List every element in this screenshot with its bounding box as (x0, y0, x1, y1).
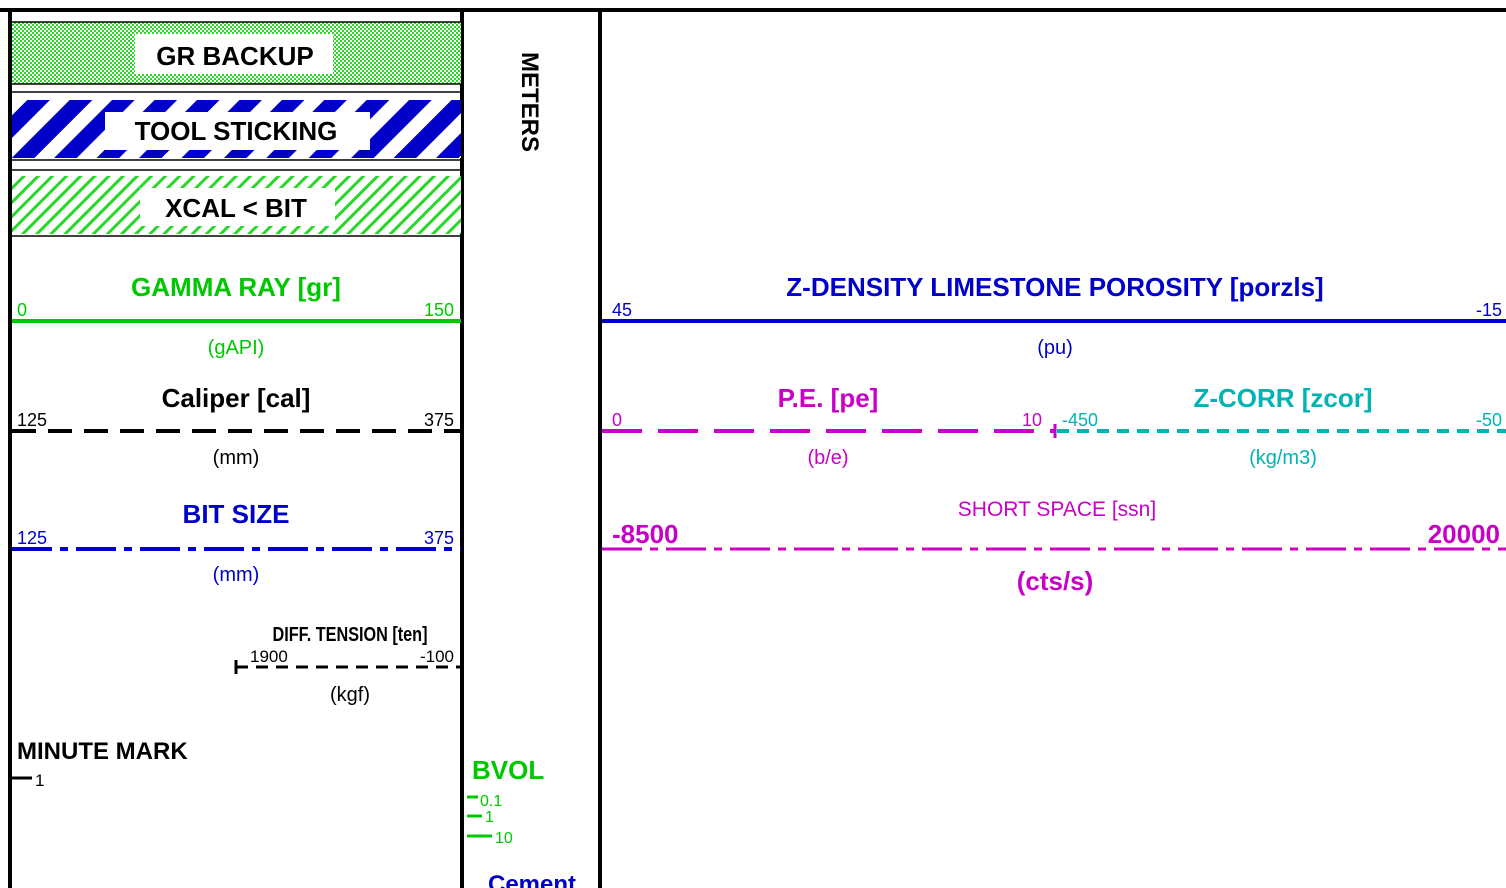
curve-porosity: Z-DENSITY LIMESTONE POROSITY [porzls] 45… (602, 272, 1506, 359)
curve-caliper: Caliper [cal] 125 375 (mm) (12, 383, 461, 469)
porosity-unit: (pu) (1037, 337, 1073, 359)
bit-size-unit: (mm) (213, 564, 260, 586)
pe-right-scale: 10 (1022, 410, 1042, 430)
caliper-right-scale: 375 (424, 410, 454, 430)
flag-gr-backup: GR BACKUP (12, 21, 461, 85)
short-space-title: SHORT SPACE [ssn] (958, 498, 1156, 521)
flag-gr-backup-label: GR BACKUP (156, 41, 313, 71)
short-space-left-scale: -8500 (612, 519, 679, 549)
curve-zcorr: Z-CORR [zcor] -450 -50 (kg/m3) (1057, 383, 1506, 469)
caliper-left-scale: 125 (17, 410, 47, 430)
caliper-unit: (mm) (213, 447, 260, 469)
gamma-ray-left-scale: 0 (17, 300, 27, 320)
bit-size-left-scale: 125 (17, 528, 47, 548)
curve-minute-mark: MINUTE MARK 1 (12, 738, 188, 790)
bvol-scale-b: 1 (485, 809, 494, 826)
caliper-title: Caliper [cal] (162, 383, 311, 413)
cement-label: Cement (488, 871, 576, 888)
zcorr-left-scale: -450 (1062, 410, 1098, 430)
pe-title: P.E. [pe] (778, 383, 879, 413)
bvol-scale-c: 10 (495, 830, 513, 847)
zcorr-right-scale: -50 (1476, 410, 1502, 430)
diff-tension-left-scale: 1900 (250, 647, 288, 666)
bvol-title: BVOL (472, 755, 544, 785)
gamma-ray-title: GAMMA RAY [gr] (131, 272, 341, 302)
flag-tool-sticking: TOOL STICKING (12, 91, 461, 161)
short-space-right-scale: 20000 (1428, 519, 1500, 549)
flag-xcal-bit-label: XCAL < BIT (165, 193, 307, 223)
flag-xcal-bit: XCAL < BIT (12, 169, 461, 237)
curve-diff-tension: DIFF. TENSION [ten] 1900 -100 (kgf) (234, 624, 461, 706)
gamma-ray-right-scale: 150 (424, 300, 454, 320)
short-space-unit: (cts/s) (1017, 566, 1094, 596)
curve-short-space: SHORT SPACE [ssn] -8500 20000 (cts/s) (602, 498, 1506, 596)
bit-size-right-scale: 375 (424, 528, 454, 548)
depth-track: METERS BVOL 0.1 1 10 Cement (467, 52, 576, 888)
zcorr-title: Z-CORR [zcor] (1193, 383, 1372, 413)
pe-unit: (b/e) (807, 447, 848, 469)
minute-mark-title: MINUTE MARK (17, 738, 188, 765)
depth-unit-label: METERS (516, 52, 543, 152)
flag-tool-sticking-label: TOOL STICKING (135, 116, 338, 146)
curve-pe: P.E. [pe] 0 10 (b/e) (602, 383, 1057, 469)
minute-mark-scale: 1 (35, 771, 44, 790)
bit-size-title: BIT SIZE (183, 499, 290, 529)
bvol-scale-a: 0.1 (480, 793, 502, 810)
diff-tension-title: DIFF. TENSION [ten] (273, 624, 428, 646)
gamma-ray-unit: (gAPI) (208, 337, 265, 359)
porosity-left-scale: 45 (612, 300, 632, 320)
diff-tension-right-scale: -100 (420, 647, 454, 666)
porosity-right-scale: -15 (1476, 300, 1502, 320)
curve-gamma-ray: GAMMA RAY [gr] 0 150 (gAPI) (12, 272, 461, 359)
pe-left-scale: 0 (612, 410, 622, 430)
curve-bit-size: BIT SIZE 125 375 (mm) (12, 499, 461, 586)
zcorr-unit: (kg/m3) (1249, 447, 1317, 469)
diff-tension-unit: (kgf) (330, 684, 370, 706)
porosity-title: Z-DENSITY LIMESTONE POROSITY [porzls] (786, 272, 1323, 302)
